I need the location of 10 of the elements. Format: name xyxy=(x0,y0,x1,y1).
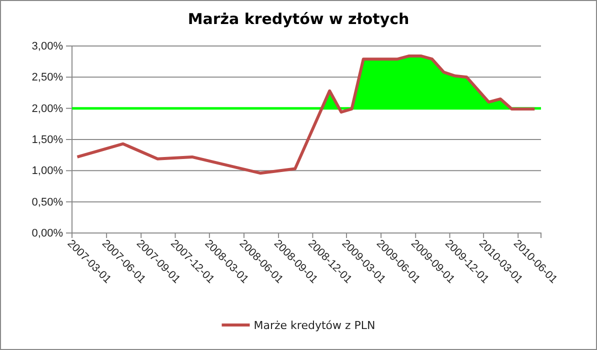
y-tick-label: 0,00% xyxy=(32,228,64,240)
y-tick-label: 1,00% xyxy=(32,165,64,178)
y-tick-label: 3,00% xyxy=(32,40,64,53)
line-series xyxy=(76,54,536,175)
y-tick-label: 0,50% xyxy=(32,196,64,208)
legend-label: Marże kredytów z PLN xyxy=(254,318,376,332)
y-tick-label: 2,00% xyxy=(32,102,64,115)
y-tick-label: 2,50% xyxy=(32,72,64,84)
chart-title: Marża kredytów w złotych xyxy=(188,10,410,28)
y-tick-label: 1,50% xyxy=(32,134,64,146)
